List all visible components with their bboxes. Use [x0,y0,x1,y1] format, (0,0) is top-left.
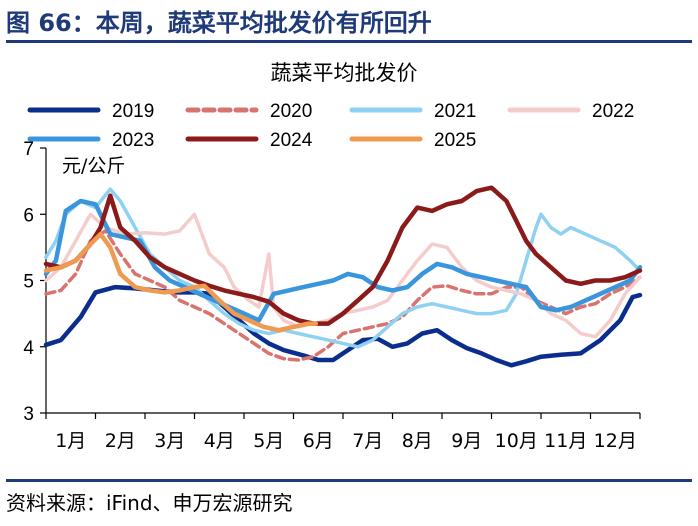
y-tick-label: 4 [23,338,34,359]
source-note: 资料来源：iFind、申万宏源研究 [6,491,293,515]
x-tick-label: 2月 [105,430,136,452]
x-tick-label: 3月 [154,430,185,452]
series-line-2020 [44,229,642,362]
y-tick-label: 6 [23,205,34,226]
source-rule [6,479,692,482]
series-line-2023 [43,198,643,323]
chart-legend: 2019 2020 2021 2022 2023 2024 2025 [27,101,634,151]
series-line-2019 [43,284,643,368]
y-tick-label: 7 [23,139,34,160]
legend-label-2022: 2022 [592,101,634,122]
x-tick-label: 7月 [352,430,383,452]
series-lines [43,185,643,368]
x-tick-label: 11月 [544,430,587,452]
legend-label-2023: 2023 [112,130,154,151]
series-line-2021 [44,187,642,349]
y-axis-unit-label: 元/公斤 [62,155,125,177]
title-rule [6,40,692,43]
y-ticks: 3 4 5 6 7 [23,139,46,425]
figure-title: 图 66：本周，蔬菜平均批发价有所回升 [6,9,432,37]
series-line-2025 [43,231,319,333]
y-tick-label: 5 [23,272,34,293]
x-tick-label: 1月 [55,430,86,452]
chart-axes [45,148,640,414]
x-tick-label: 6月 [303,430,334,452]
legend-label-2019: 2019 [112,101,154,122]
x-tick-label: 8月 [402,430,433,452]
legend-label-2025: 2025 [434,130,476,151]
x-tick-label: 5月 [253,430,284,452]
legend-label-2021: 2021 [434,101,476,122]
x-ticks: 1月 2月 3月 4月 5月 6月 7月 8月 9月 10月 11月 12月 [45,413,641,452]
x-tick-label: 10月 [495,430,538,452]
x-tick-label: 4月 [204,430,235,452]
series-line-2024 [43,185,643,326]
legend-label-2020: 2020 [270,101,312,122]
x-tick-label: 9月 [451,430,482,452]
legend-label-2024: 2024 [270,130,313,151]
chart-title: 蔬菜平均批发价 [271,61,418,85]
x-tick-label: 12月 [594,430,637,452]
y-tick-label: 3 [23,404,34,425]
